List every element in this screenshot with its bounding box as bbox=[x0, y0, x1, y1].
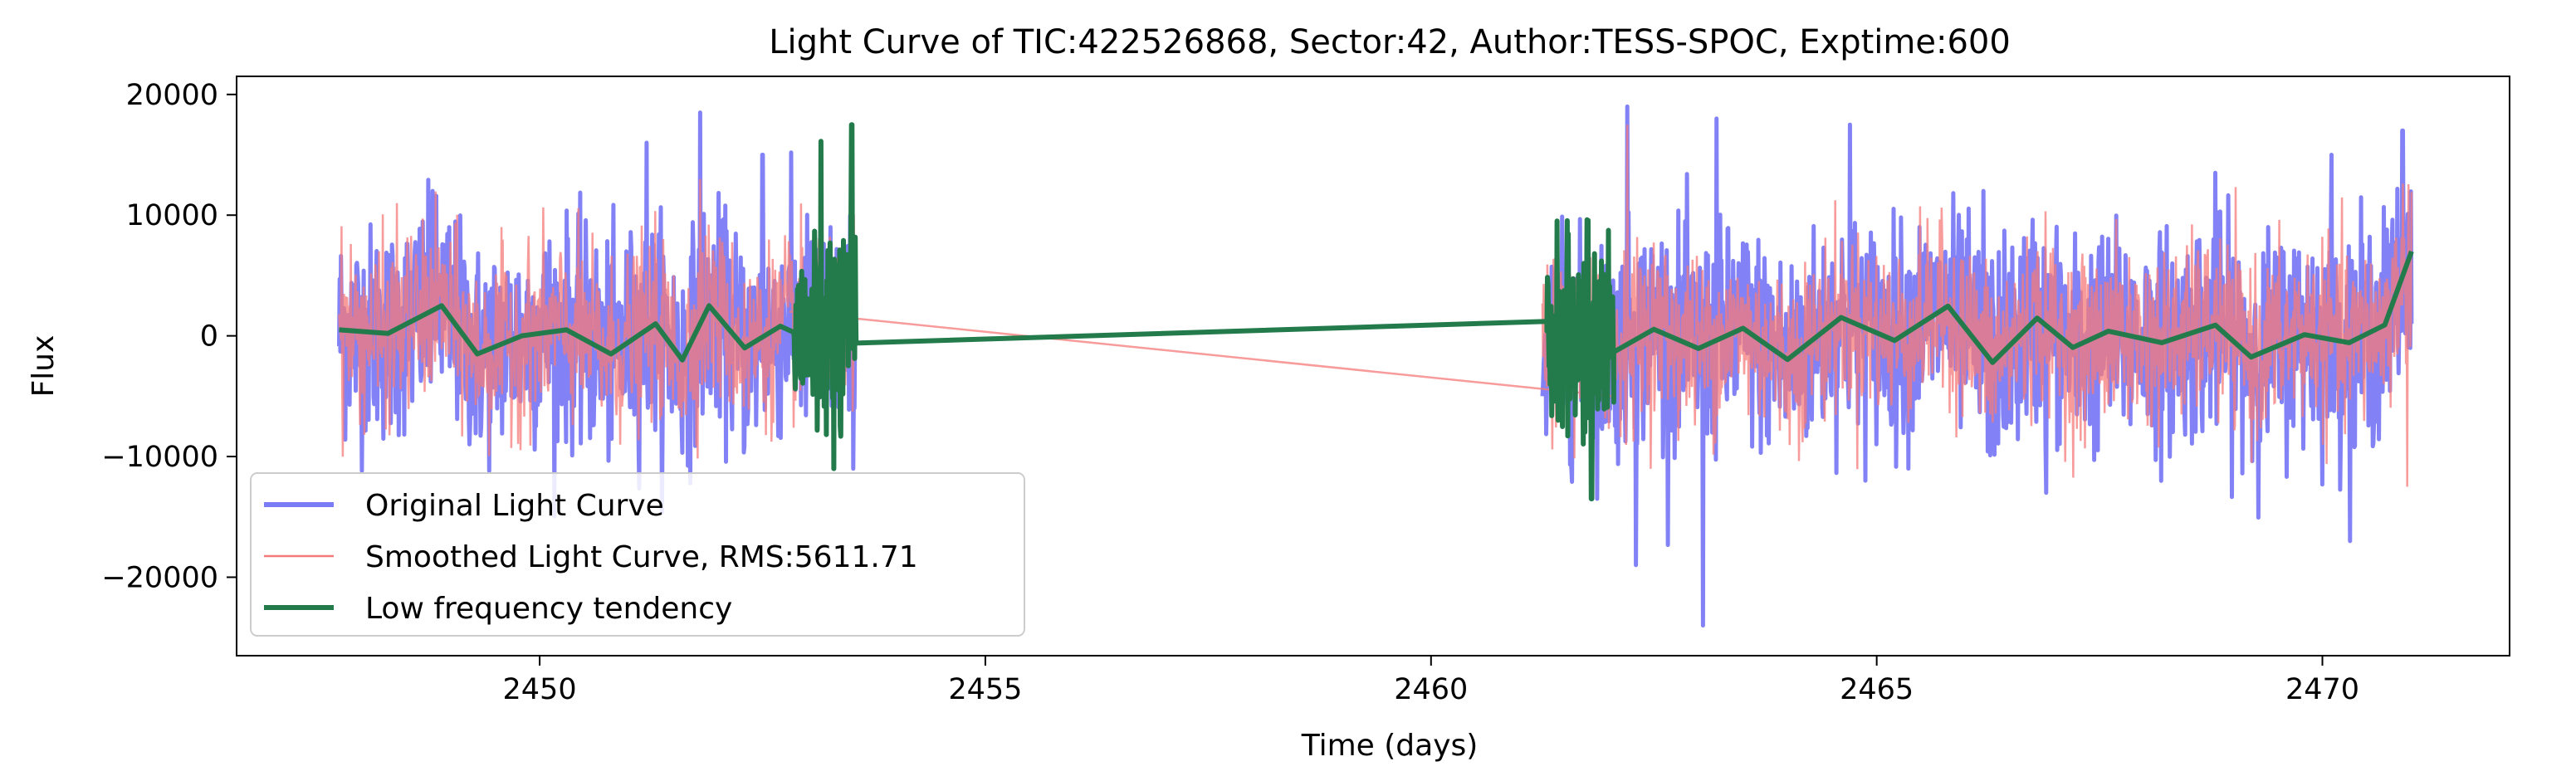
x-axis: 2450 2455 2460 2465 2470 bbox=[503, 656, 2359, 706]
x-tick-label: 2450 bbox=[503, 673, 577, 706]
legend-box bbox=[250, 472, 1025, 637]
x-axis-label: Time (days) bbox=[1301, 729, 1479, 763]
series-low-frequency-tendency bbox=[339, 122, 2414, 501]
y-tick-label: −20000 bbox=[101, 561, 218, 594]
x-tick-label: 2470 bbox=[2285, 673, 2359, 706]
y-tick-label: 20000 bbox=[126, 79, 218, 112]
chart-title: Light Curve of TIC:422526868, Sector:42,… bbox=[769, 23, 2011, 61]
x-tick-label: 2465 bbox=[1840, 673, 1914, 706]
y-tick-label: 10000 bbox=[126, 199, 218, 232]
legend-label: Original Light Curve bbox=[365, 489, 664, 523]
y-tick-label: −10000 bbox=[101, 441, 218, 474]
legend-label: Smoothed Light Curve, RMS:5611.71 bbox=[365, 540, 918, 574]
y-axis: −20000 −10000 0 10000 20000 bbox=[101, 79, 237, 594]
series-smoothed-light-curve bbox=[338, 124, 2413, 487]
y-tick-label: 0 bbox=[200, 320, 218, 354]
legend: Original Light Curve Smoothed Light Curve… bbox=[250, 472, 1025, 637]
legend-label: Low frequency tendency bbox=[365, 592, 732, 626]
axes-frame bbox=[236, 76, 2510, 657]
y-axis-label: Flux bbox=[27, 335, 61, 398]
x-tick-label: 2460 bbox=[1394, 673, 1468, 706]
x-tick-label: 2455 bbox=[948, 673, 1022, 706]
plot-area bbox=[337, 104, 2414, 628]
